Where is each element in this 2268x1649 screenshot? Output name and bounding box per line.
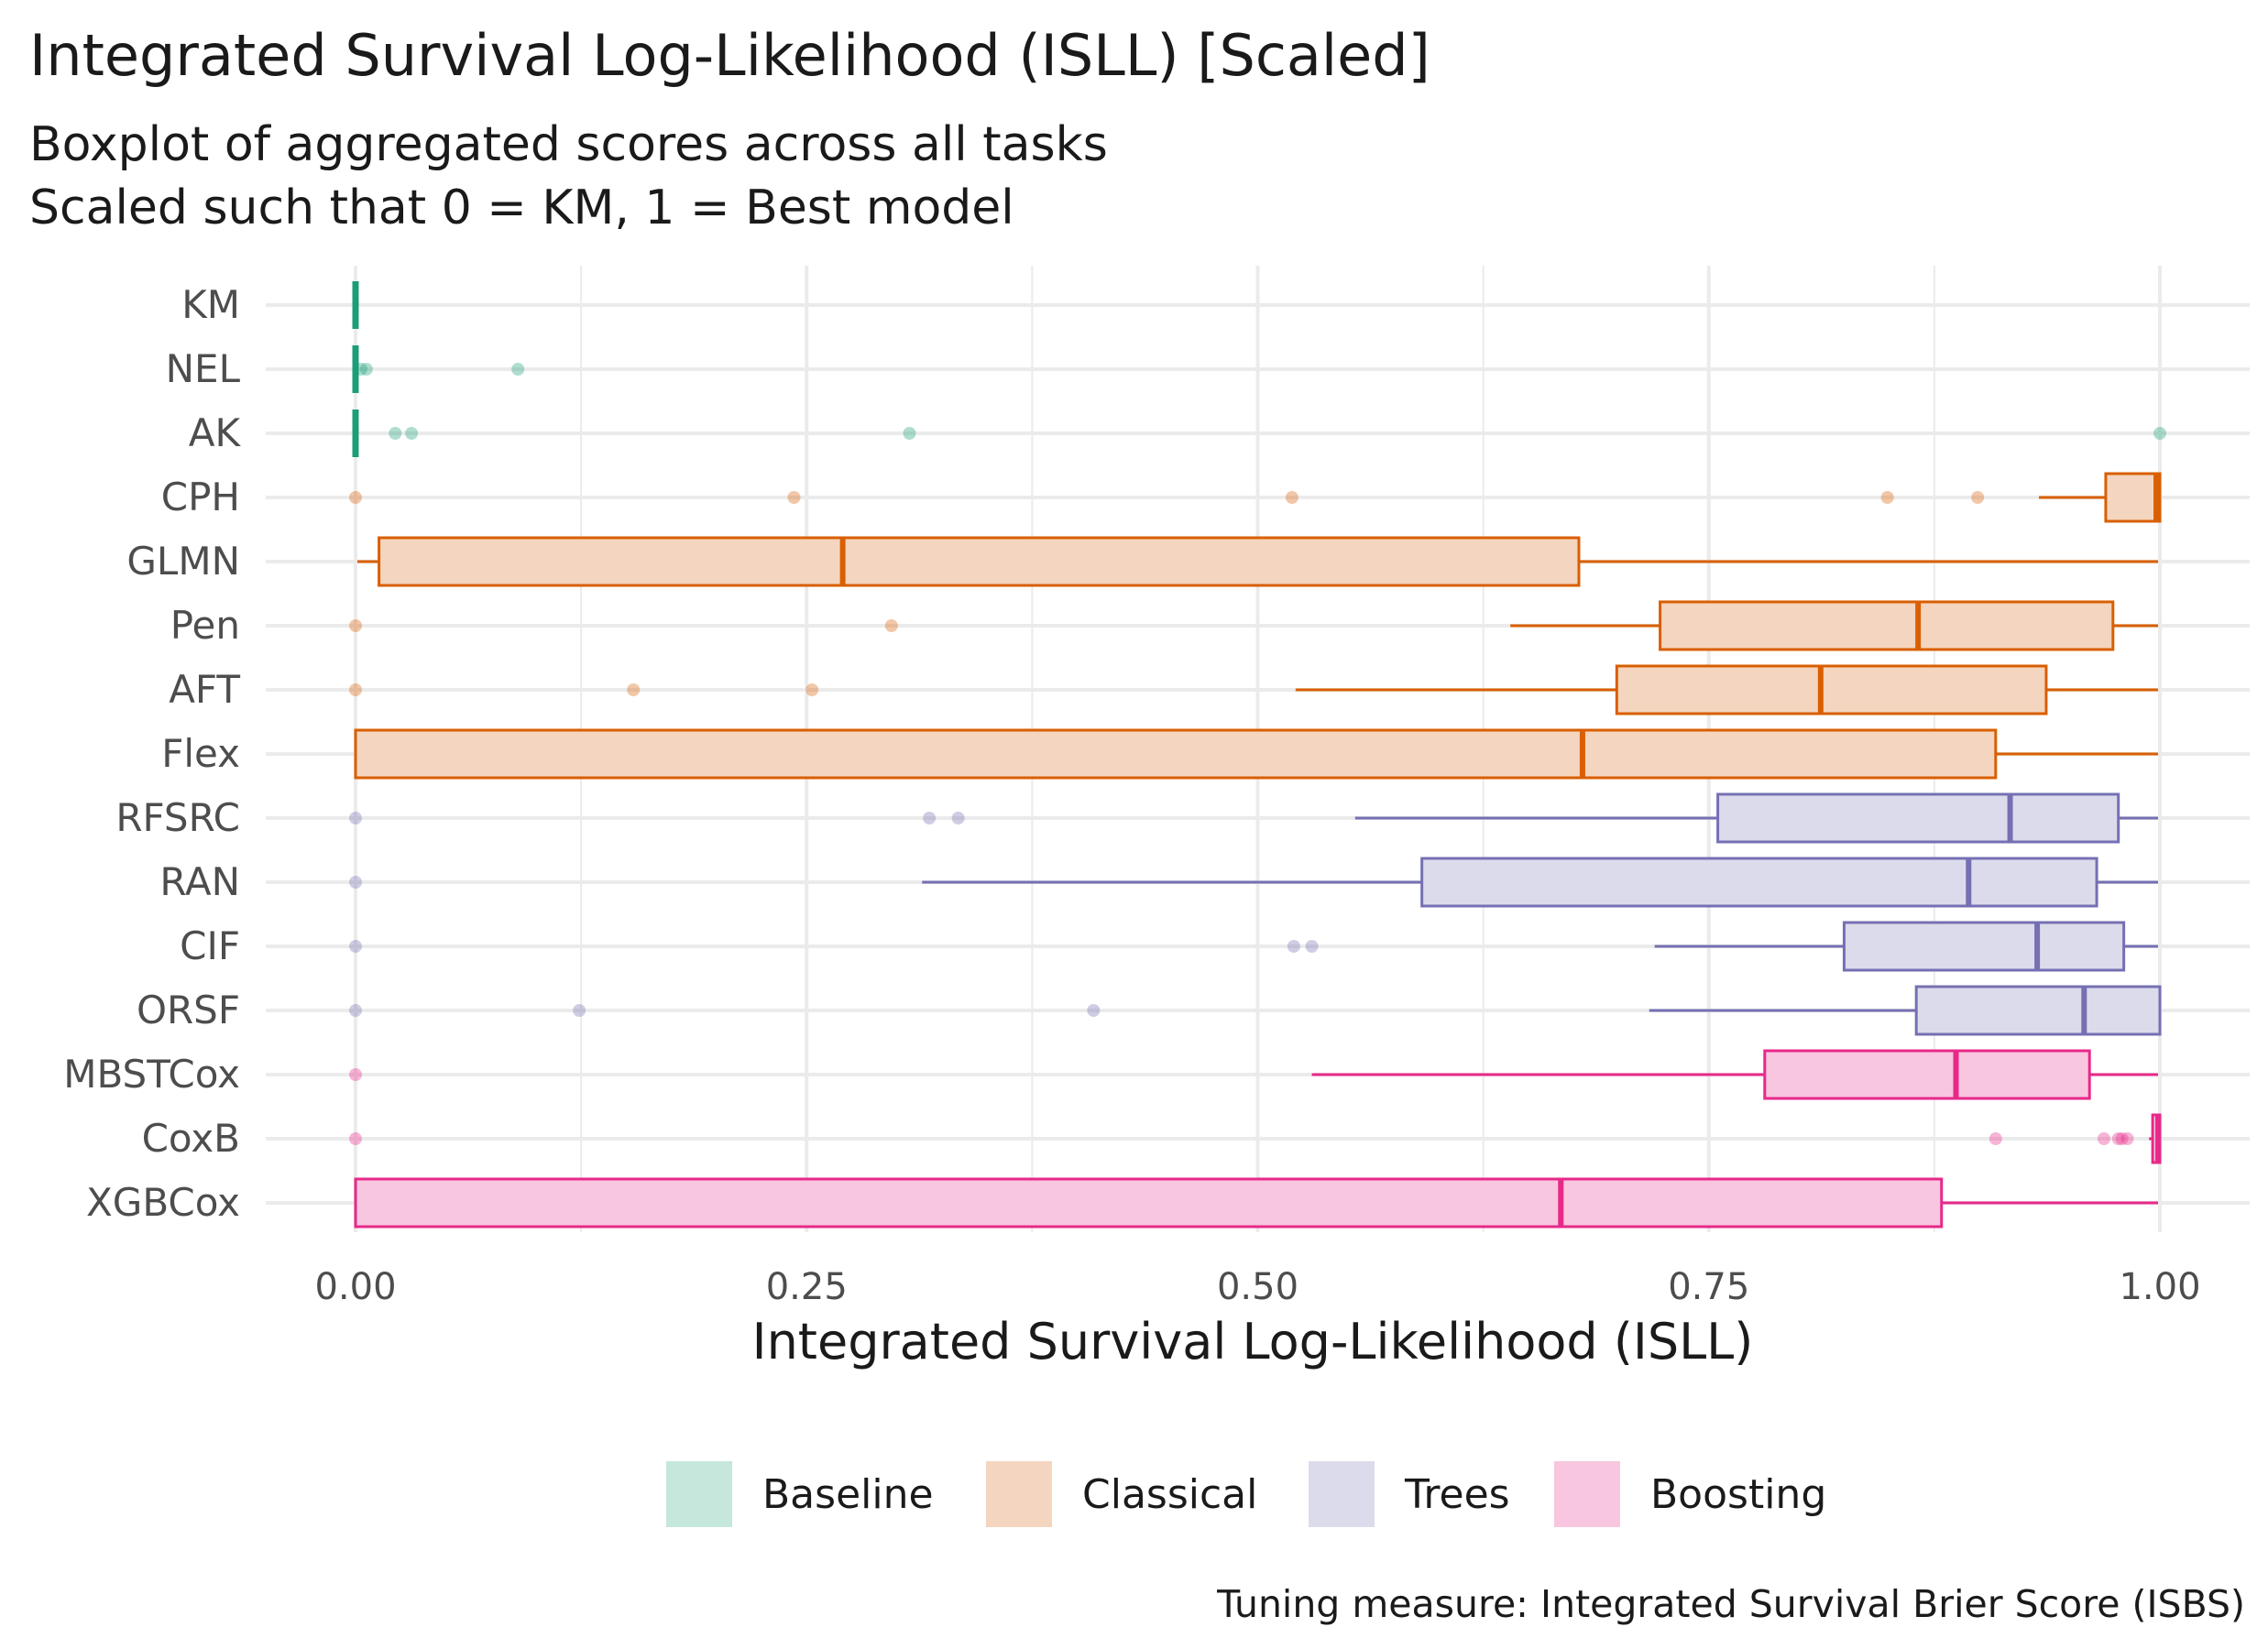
chart-subtitle-line-1: Boxplot of aggregated scores across all … [29, 117, 1108, 172]
outlier-point [349, 876, 362, 889]
outlier-point [349, 619, 362, 632]
box [1420, 857, 2098, 908]
y-tick-label: AFT [169, 667, 240, 712]
y-tick-label: CPH [161, 475, 240, 519]
box [1914, 985, 2162, 1036]
outlier-point [354, 363, 367, 376]
outlier-point [2153, 427, 2166, 440]
legend-label: Classical [1082, 1471, 1257, 1518]
outlier-point [787, 491, 801, 504]
legend-label: Boosting [1650, 1471, 1826, 1518]
outlier-point [349, 1132, 362, 1145]
outlier-point [884, 619, 898, 632]
outlier-point [2115, 1132, 2129, 1145]
y-tick-label: ORSF [137, 988, 240, 1032]
legend-key-trees [1309, 1461, 1375, 1527]
y-tick-label: Flex [161, 731, 240, 776]
box [2104, 472, 2162, 523]
box [1615, 664, 2048, 715]
outlier-point [349, 940, 362, 953]
chart-caption: Tuning measure: Integrated Survival Brie… [1216, 1582, 2245, 1626]
outlier-point [627, 683, 641, 696]
box [1716, 792, 2120, 844]
outlier-point [1087, 1004, 1101, 1017]
x-tick-label: 0.00 [314, 1266, 396, 1308]
legend: Baseline Classical Trees Boosting [666, 1461, 1826, 1527]
y-tick-label: GLMN [126, 539, 240, 584]
outlier-point [1287, 940, 1300, 953]
box [1763, 1049, 2091, 1100]
x-tick-label: 0.75 [1668, 1266, 1749, 1308]
y-tick-label: MBSTCox [63, 1052, 240, 1097]
legend-label: Trees [1404, 1471, 1510, 1518]
outlier-point [805, 683, 819, 696]
outlier-point [1305, 940, 1319, 953]
x-axis-label: Integrated Survival Log-Likelihood (ISLL… [752, 1313, 1754, 1371]
box [378, 536, 1581, 587]
box [1842, 921, 2126, 972]
y-tick-label: XGBCox [86, 1180, 240, 1225]
outlier-point [2097, 1132, 2110, 1145]
x-tick-label: 1.00 [2119, 1266, 2200, 1308]
x-tick-label: 0.25 [766, 1266, 848, 1308]
outlier-point [1989, 1132, 2002, 1145]
y-tick-label: RFSRC [115, 795, 240, 840]
y-tick-label: CIF [180, 923, 240, 968]
outlier-point [903, 427, 916, 440]
outlier-point [405, 427, 419, 440]
box [1659, 600, 2115, 651]
outlier-point [389, 427, 402, 440]
outlier-point [2111, 1132, 2125, 1145]
plot-area: 0.00 0.25 0.50 0.75 1.00 KM NEL AK CPH GLMN Pen AFT… [63, 266, 2250, 1308]
y-tick-label: AK [189, 410, 242, 455]
y-tick-label: NEL [166, 346, 241, 391]
y-tick-label: Pen [170, 603, 240, 648]
outlier-point [349, 812, 362, 824]
chart-title: Integrated Survival Log-Likelihood (ISLL… [29, 22, 1430, 89]
outlier-point [1880, 491, 1894, 504]
y-tick-label: RAN [159, 859, 240, 904]
outlier-point [1285, 491, 1298, 504]
legend-key-boosting [1554, 1461, 1620, 1527]
box [354, 1177, 1944, 1229]
y-tick-label: KM [181, 282, 240, 327]
legend-key-classical [986, 1461, 1052, 1527]
x-tick-label: 0.50 [1217, 1266, 1298, 1308]
outlier-point [349, 1004, 362, 1017]
outlier-point [573, 1004, 586, 1017]
outlier-point [951, 812, 965, 824]
outlier-point [349, 1068, 362, 1081]
outlier-point [511, 363, 525, 376]
legend-label: Baseline [762, 1471, 934, 1518]
outlier-point [349, 491, 362, 504]
box [354, 728, 1998, 780]
chart-subtitle-line-2: Scaled such that 0 = KM, 1 = Best model [29, 180, 1014, 235]
outlier-point [359, 363, 373, 376]
outlier-point [923, 812, 937, 824]
y-tick-label: CoxB [142, 1116, 240, 1161]
legend-key-baseline [666, 1461, 732, 1527]
outlier-point [2120, 1132, 2134, 1145]
outlier-point [349, 683, 362, 696]
outlier-point [1971, 491, 1985, 504]
